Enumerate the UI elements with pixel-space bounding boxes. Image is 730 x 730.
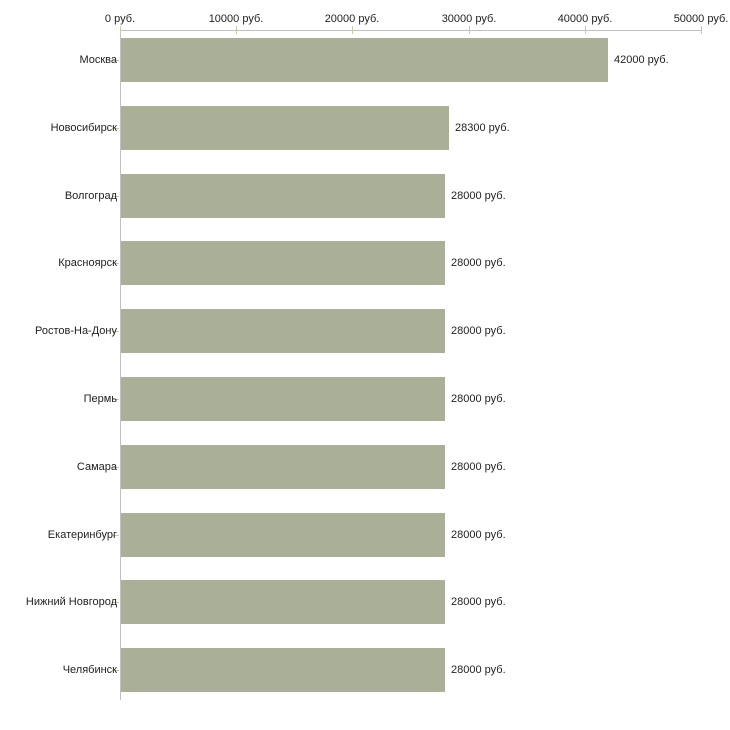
- category-label: Волгоград: [64, 190, 117, 202]
- bar-value-label: 42000 руб.: [614, 54, 669, 66]
- x-tick-label: 40000 руб.: [557, 13, 613, 25]
- bar-value-label: 28000 руб.: [451, 529, 506, 541]
- bar: [121, 377, 445, 421]
- x-tick-label: 50000 руб.: [673, 13, 729, 25]
- bar-value-label: 28000 руб.: [451, 325, 506, 337]
- category-tick: [112, 467, 119, 468]
- category-tick: [112, 128, 119, 129]
- bar-value-label: 28300 руб.: [455, 122, 510, 134]
- bar: [121, 513, 445, 557]
- category-tick: [112, 670, 119, 671]
- x-tick: [469, 26, 470, 34]
- category-tick: [112, 535, 119, 536]
- x-tick-label: 0 руб.: [104, 13, 136, 25]
- x-tick: [120, 26, 121, 34]
- category-tick: [112, 263, 119, 264]
- category-tick: [112, 60, 119, 61]
- category-tick: [112, 196, 119, 197]
- category-tick: [112, 331, 119, 332]
- category-label: Челябинск: [62, 664, 117, 676]
- x-axis-line: [120, 30, 702, 31]
- bar: [121, 580, 445, 624]
- x-tick: [701, 26, 702, 34]
- x-tick-label: 30000 руб.: [441, 13, 497, 25]
- x-tick-label: 10000 руб.: [208, 13, 264, 25]
- category-label: Нижний Новгород: [25, 596, 117, 608]
- category-label: Новосибирск: [50, 122, 117, 134]
- category-label: Ростов-На-Дону: [34, 325, 117, 337]
- bar: [121, 106, 449, 150]
- category-label: Самара: [76, 461, 117, 473]
- category-tick: [112, 399, 119, 400]
- bar-value-label: 28000 руб.: [451, 190, 506, 202]
- bar: [121, 38, 608, 82]
- bar: [121, 445, 445, 489]
- category-label: Пермь: [83, 393, 117, 405]
- bar-value-label: 28000 руб.: [451, 664, 506, 676]
- x-tick: [352, 26, 353, 34]
- y-axis-line: [120, 26, 121, 700]
- bar: [121, 241, 445, 285]
- category-label: Красноярск: [58, 257, 117, 269]
- bar-value-label: 28000 руб.: [451, 596, 506, 608]
- category-tick: [112, 602, 119, 603]
- category-label: Москва: [79, 54, 117, 66]
- bar: [121, 174, 445, 218]
- x-tick-label: 20000 руб.: [324, 13, 380, 25]
- category-label: Екатеринбург: [47, 529, 117, 541]
- x-tick: [236, 26, 237, 34]
- bar-value-label: 28000 руб.: [451, 257, 506, 269]
- x-tick: [585, 26, 586, 34]
- bar: [121, 309, 445, 353]
- bar: [121, 648, 445, 692]
- bar-value-label: 28000 руб.: [451, 461, 506, 473]
- bar-value-label: 28000 руб.: [451, 393, 506, 405]
